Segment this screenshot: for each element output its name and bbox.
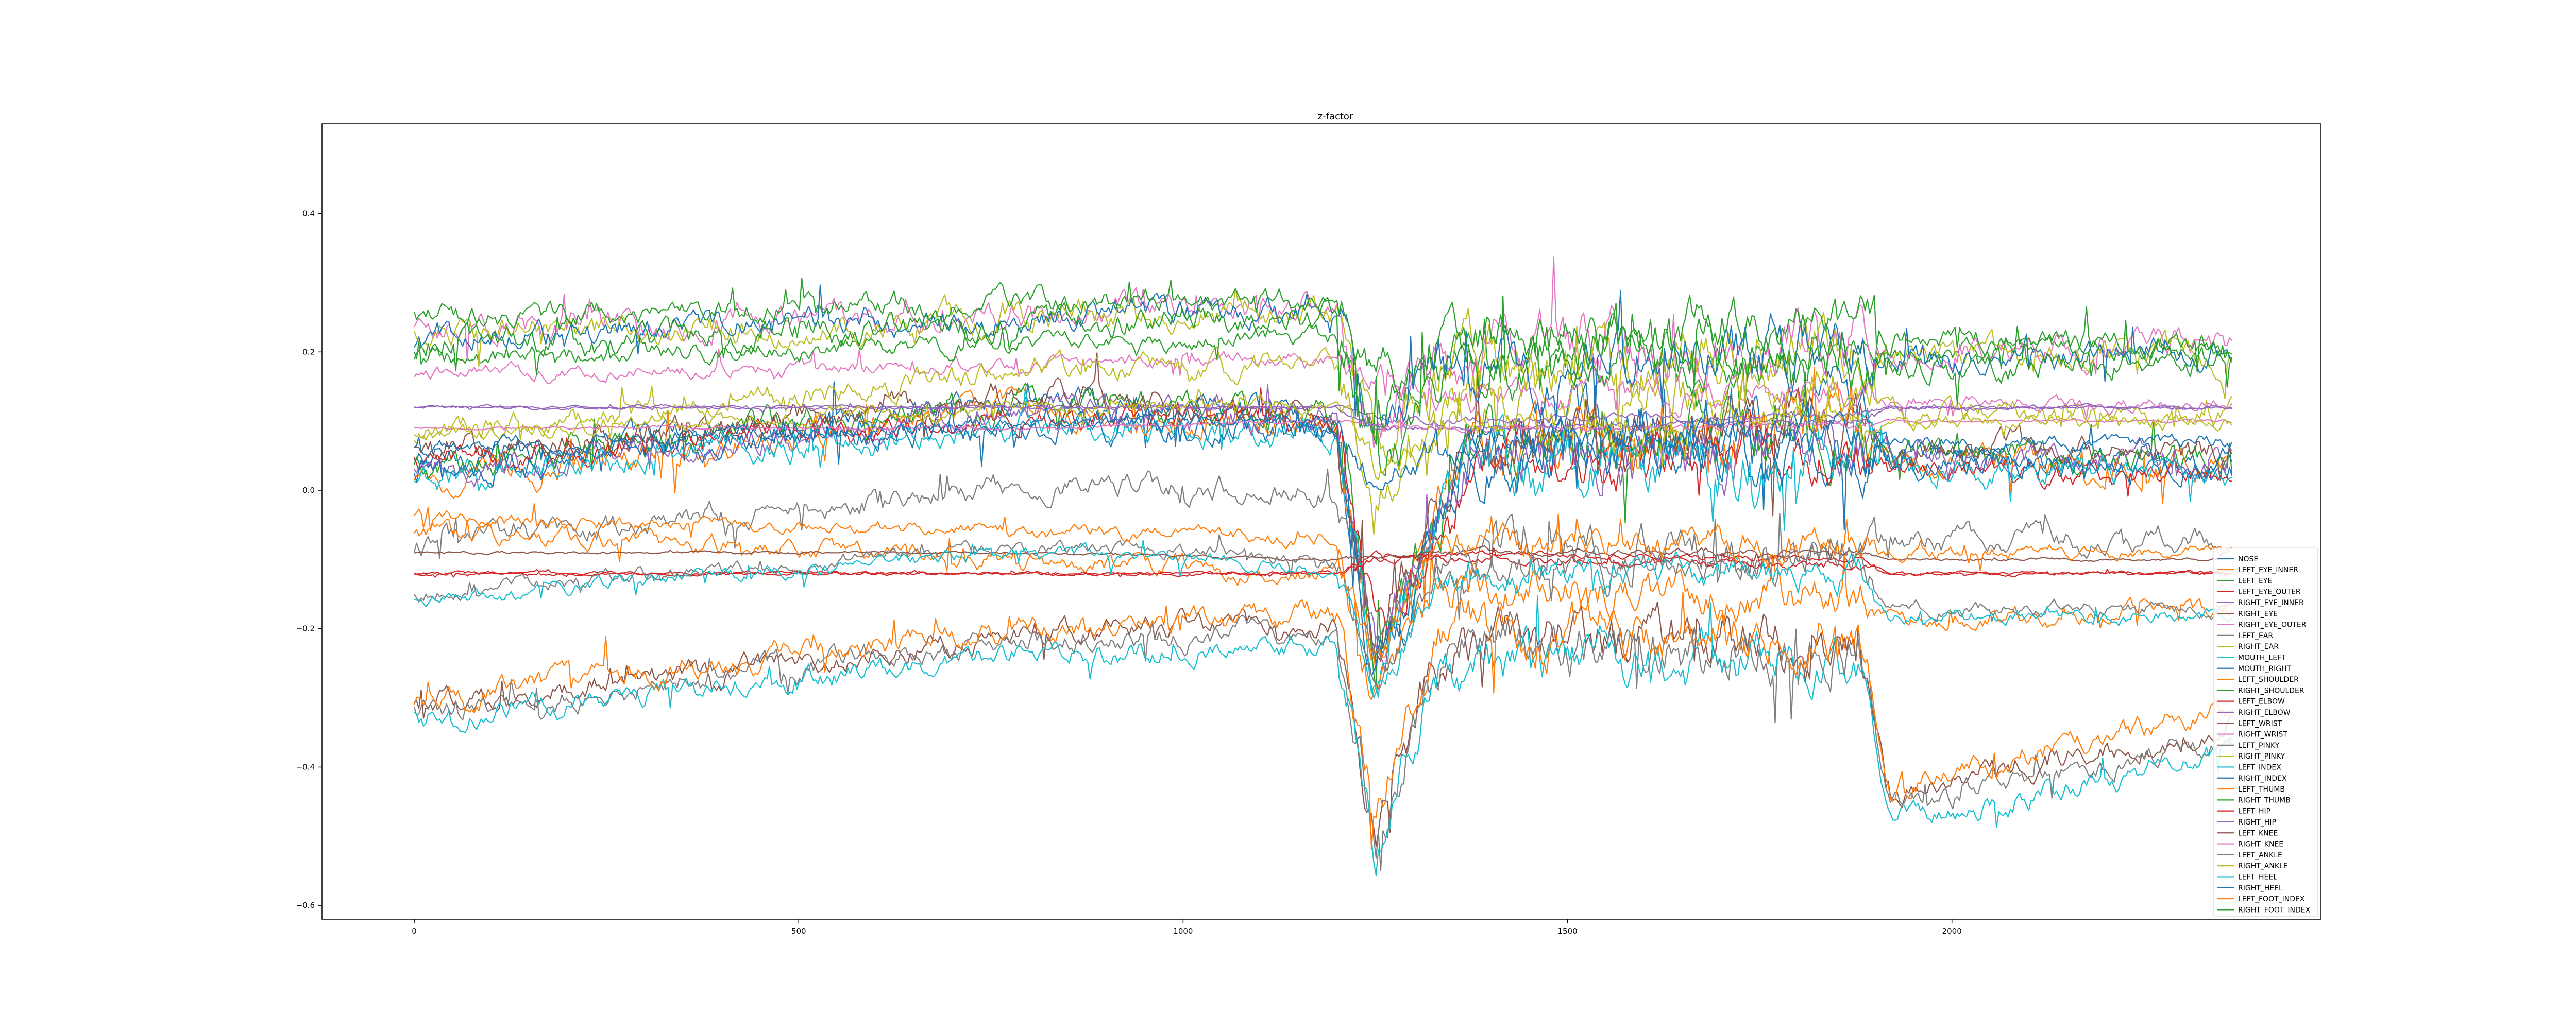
series-line-left-shoulder [414,519,2232,700]
legend-label-left-hip: LEFT_HIP [2238,808,2270,816]
series-layer [414,256,2232,876]
legend-label-left-shoulder: LEFT_SHOULDER [2238,676,2299,684]
plot-frame [321,123,2321,920]
series-line-right-foot-index [414,277,2232,445]
series-line-left-wrist [414,601,2232,847]
legend-label-nose: NOSE [2238,555,2258,563]
legend-label-right-eye: RIGHT_EYE [2238,610,2278,618]
legend-label-left-wrist: LEFT_WRIST [2238,719,2282,728]
legend-label-left-eye: LEFT_EYE [2238,577,2272,585]
series-line-right-thumb [414,295,2232,476]
series-line-right-knee [414,417,2232,434]
x-tick-label: 1500 [1557,926,1577,936]
legend-label-right-pinky: RIGHT_PINKY [2238,752,2285,761]
legend-label-right-foot-index: RIGHT_FOOT_INDEX [2238,906,2311,914]
y-tick-label: −0.6 [296,901,315,910]
series-line-right-heel [414,399,2232,491]
series-line-right-eye-outer [414,348,2232,424]
series-line-left-ankle [414,534,2232,690]
legend-label-right-eye-outer: RIGHT_EYE_OUTER [2238,621,2307,629]
legend-label-left-eye-outer: LEFT_EYE_OUTER [2238,588,2301,596]
x-tick-label: 1000 [1173,926,1193,936]
series-line-left-pinky [414,611,2232,871]
legend-label-right-elbow: RIGHT_ELBOW [2238,709,2291,717]
legend-label-right-wrist: RIGHT_WRIST [2238,731,2287,739]
series-line-right-ear [414,346,2232,535]
series-line-left-heel [414,540,2232,698]
y-tick-label: 0.0 [302,486,315,495]
legend-label-right-thumb: RIGHT_THUMB [2238,796,2291,804]
series-line-right-eye-inner [414,384,2232,672]
legend-box [2213,547,2318,917]
legend-label-left-heel: LEFT_HEEL [2238,873,2277,881]
y-axis: −0.6 −0.4 −0.2 0.0 0.2 0.4 [296,209,322,910]
legend-label-right-eye-inner: RIGHT_EYE_INNER [2238,599,2304,607]
legend-label-left-knee: LEFT_KNEE [2238,829,2278,837]
legend-label-right-ankle: RIGHT_ANKLE [2238,862,2288,870]
chart-title: z-factor [1318,111,1353,122]
legend-label-right-index: RIGHT_INDEX [2238,775,2287,783]
series-line-left-foot-index [414,503,2232,658]
series-line-left-thumb [414,587,2232,850]
y-tick-label: −0.4 [296,762,315,771]
series-line-left-index [414,595,2232,876]
series-line-nose [414,366,2232,660]
x-tick-label: 2000 [1942,926,1962,936]
x-axis: 0 500 1000 1500 2000 [412,919,1962,936]
legend-label-right-ear: RIGHT_EAR [2238,643,2279,651]
series-line-left-knee [414,545,2232,562]
legend-label-right-heel: RIGHT_HEEL [2238,884,2283,892]
series-line-right-eye [414,352,2232,665]
legend-label-left-eye-inner: LEFT_EYE_INNER [2238,566,2298,574]
y-tick-label: −0.2 [296,624,315,633]
legend-label-right-shoulder: RIGHT_SHOULDER [2238,686,2304,695]
legend-label-left-foot-index: LEFT_FOOT_INDEX [2238,895,2305,903]
legend-label-right-knee: RIGHT_KNEE [2238,840,2283,849]
y-tick-label: 0.2 [302,347,315,356]
legend-label-left-index: LEFT_INDEX [2238,763,2281,771]
series-line-right-ankle [414,388,2232,480]
series-line-right-wrist [414,256,2232,448]
series-line-mouth-right [414,402,2232,677]
legend-label-left-ear: LEFT_EAR [2238,632,2273,640]
legend: NOSE LEFT_EYE_INNER LEFT_EYE LEFT_EYE_OUTER… [2213,547,2318,917]
legend-label-left-elbow: LEFT_ELBOW [2238,698,2285,706]
series-line-right-shoulder [414,313,2232,405]
legend-label-mouth-right: MOUTH_RIGHT [2238,665,2292,673]
legend-label-left-pinky: LEFT_PINKY [2238,742,2280,750]
legend-label-right-hip: RIGHT_HIP [2238,818,2276,827]
series-line-right-index [414,284,2232,427]
x-tick-label: 0 [412,926,417,936]
series-line-left-eye-inner [414,366,2232,674]
x-tick-label: 500 [791,926,806,936]
legend-label-left-thumb: LEFT_THUMB [2238,785,2285,794]
y-tick-label: 0.4 [302,209,315,218]
series-line-left-ear [414,468,2232,655]
series-line-mouth-left [414,386,2232,698]
series-line-left-hip [414,550,2232,578]
legend-label-left-ankle: LEFT_ANKLE [2238,851,2282,860]
legend-label-mouth-left: MOUTH_LEFT [2238,654,2286,662]
